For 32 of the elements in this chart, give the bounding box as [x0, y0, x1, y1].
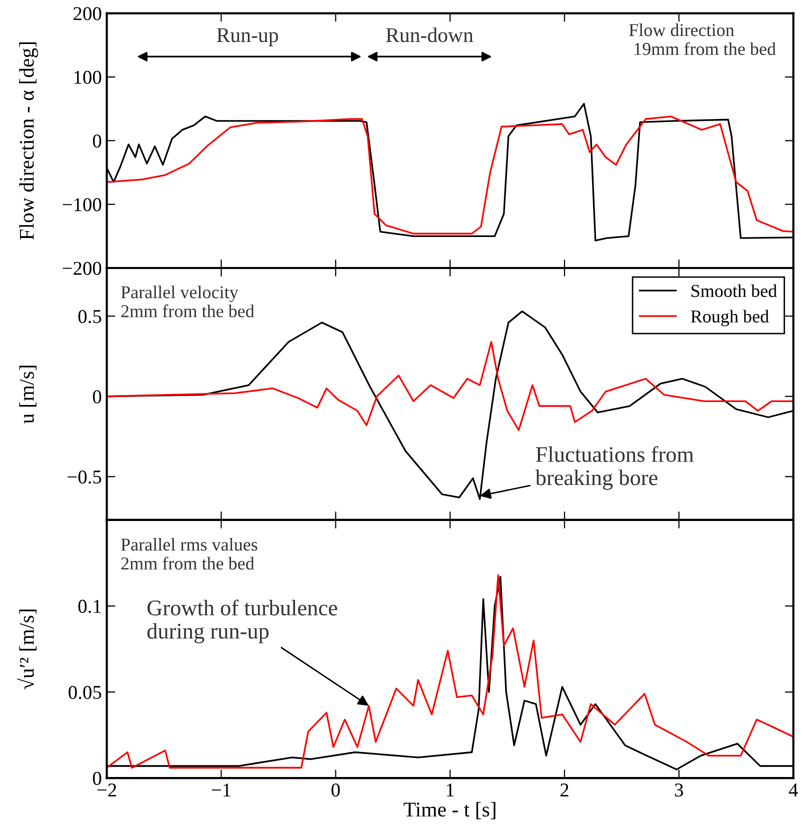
y-tick-label: 0.5 — [78, 310, 102, 324]
y-tick-label: 0.1 — [78, 600, 101, 614]
y-axis-title: √u′² [m/s] — [17, 610, 36, 690]
text: Flow direction 19mm from the bed — [629, 23, 776, 56]
line-series — [106, 340, 794, 431]
annotation: Growth of turbulence during run-up — [147, 600, 338, 644]
y-tick-label: −200 — [62, 262, 102, 275]
annotation: Run-down — [386, 28, 474, 42]
x-tick-label: 3 — [675, 784, 684, 797]
x-axis-title: Time - t [s] — [404, 802, 496, 820]
x-tick-label: −2 — [97, 784, 116, 796]
y-tick-label: −0.5 — [68, 470, 102, 484]
legend-label: Smooth bed — [692, 284, 777, 298]
annotation: Run-up — [216, 28, 278, 46]
text: Parallel rms values 2mm from the bed — [121, 538, 258, 570]
y-tick-label: −100 — [62, 198, 102, 212]
y-tick-label: 100 — [74, 70, 102, 84]
y-tick-label: 200 — [74, 7, 102, 20]
y-tick-label: 0 — [92, 390, 102, 404]
y-axis-title: Flow direction - α [deg] — [19, 42, 38, 240]
y-axis-title: u [m/s] — [19, 366, 36, 424]
y-tick-label: 0.05 — [68, 686, 102, 700]
x-tick-label: 4 — [788, 784, 798, 796]
x-tick-label: −1 — [212, 784, 230, 796]
y-tick-label: 0 — [92, 772, 102, 786]
legend-label: Rough bed — [690, 310, 769, 326]
y-tick-label: 0 — [92, 134, 102, 148]
x-tick-label: 2 — [560, 784, 568, 796]
annotation: Fluctuations from breaking bore — [535, 446, 694, 490]
x-tick-label: 0 — [332, 783, 340, 797]
x-tick-label: 1 — [446, 784, 454, 796]
text: Parallel velocity 2mm from the bed — [121, 286, 254, 318]
